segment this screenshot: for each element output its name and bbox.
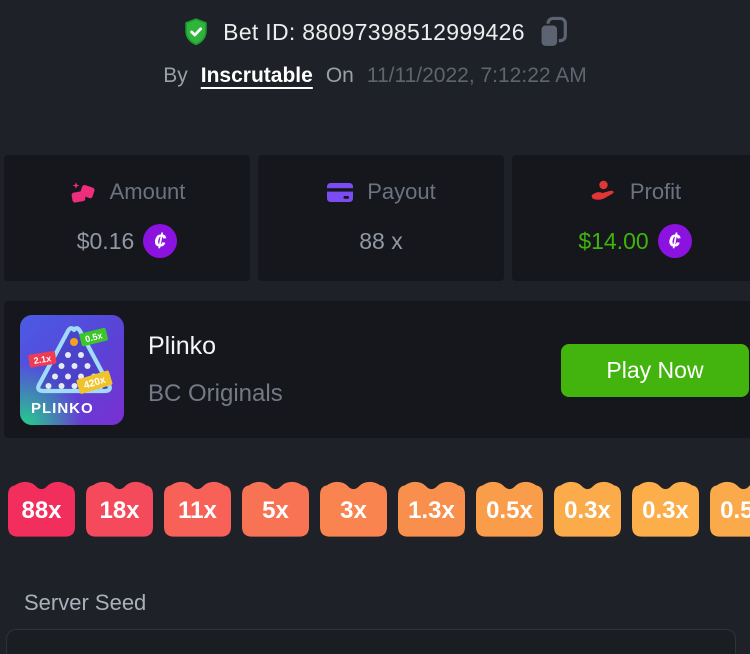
server-seed-input[interactable] — [6, 629, 736, 654]
multiplier-chip: 18x — [86, 479, 153, 537]
bcd-coin-icon: ¢ — [657, 224, 692, 258]
multiplier-chip: 3x — [320, 479, 387, 537]
byline: By Inscrutable On 11/11/2022, 7:12:22 AM — [0, 58, 750, 94]
hand-coin-icon — [591, 180, 614, 200]
on-label: On — [325, 64, 354, 87]
multiplier-chip: 5x — [242, 479, 309, 537]
game-info: Plinko BC Originals — [148, 332, 283, 408]
gems-icon — [71, 182, 95, 203]
amount-label: Amount — [109, 179, 186, 204]
bet-id-text: Bet ID: 88097398512999426 — [223, 18, 525, 45]
multiplier-chip: 11x — [164, 479, 231, 537]
by-label: By — [163, 64, 188, 87]
multiplier-chip: 1.3x — [398, 479, 465, 537]
multiplier-chips-row: 88x 18x 11x 5x 3x 1.3x 0.5x 0.3x — [8, 479, 750, 537]
stats-row: Amount $0.16 ¢ Payout 88 x — [4, 155, 750, 281]
payout-value: 88 x — [359, 227, 403, 254]
svg-text:2.1x: 2.1x — [33, 353, 52, 366]
multiplier-chip: 0.5x — [710, 479, 750, 537]
credit-card-icon — [327, 183, 354, 202]
game-card: 2.1x 0.5x 420x PLINKO Plinko BC Original… — [4, 301, 750, 438]
profit-card: Profit $14.00 ¢ — [512, 155, 750, 281]
payout-label: Payout — [367, 179, 436, 204]
amount-value: $0.16 — [76, 227, 135, 254]
game-provider: BC Originals — [148, 380, 283, 407]
profit-value: $14.00 — [578, 227, 649, 254]
multiplier-chip: 88x — [8, 479, 75, 537]
multiplier-chip: 0.3x — [632, 479, 699, 537]
bet-id-row: Bet ID: 88097398512999426 — [0, 12, 750, 52]
play-now-button[interactable]: Play Now — [561, 344, 749, 397]
verified-shield-icon — [185, 18, 207, 46]
bet-datetime: 11/11/2022, 7:12:22 AM — [366, 64, 587, 87]
svg-text:0.5x: 0.5x — [84, 330, 103, 344]
game-title: Plinko — [148, 332, 217, 360]
copy-icon[interactable] — [538, 16, 568, 48]
thumb-tag-left: 2.1x — [28, 351, 57, 368]
multiplier-chip: 0.3x — [554, 479, 621, 537]
thumb-game-name: PLINKO — [31, 400, 94, 417]
thumb-tag-right: 420x — [76, 370, 113, 394]
username-link[interactable]: Inscrutable — [200, 64, 313, 87]
payout-card: Payout 88 x — [258, 155, 504, 281]
profit-label: Profit — [629, 179, 682, 204]
plinko-thumbnail[interactable]: 2.1x 0.5x 420x PLINKO — [20, 315, 124, 425]
thumb-tag-top: 0.5x — [79, 327, 108, 347]
multiplier-chip: 0.5x — [476, 479, 543, 537]
server-seed-label: Server Seed — [24, 590, 147, 615]
amount-card: Amount $0.16 ¢ — [4, 155, 250, 281]
bcd-coin-icon: ¢ — [143, 224, 178, 258]
